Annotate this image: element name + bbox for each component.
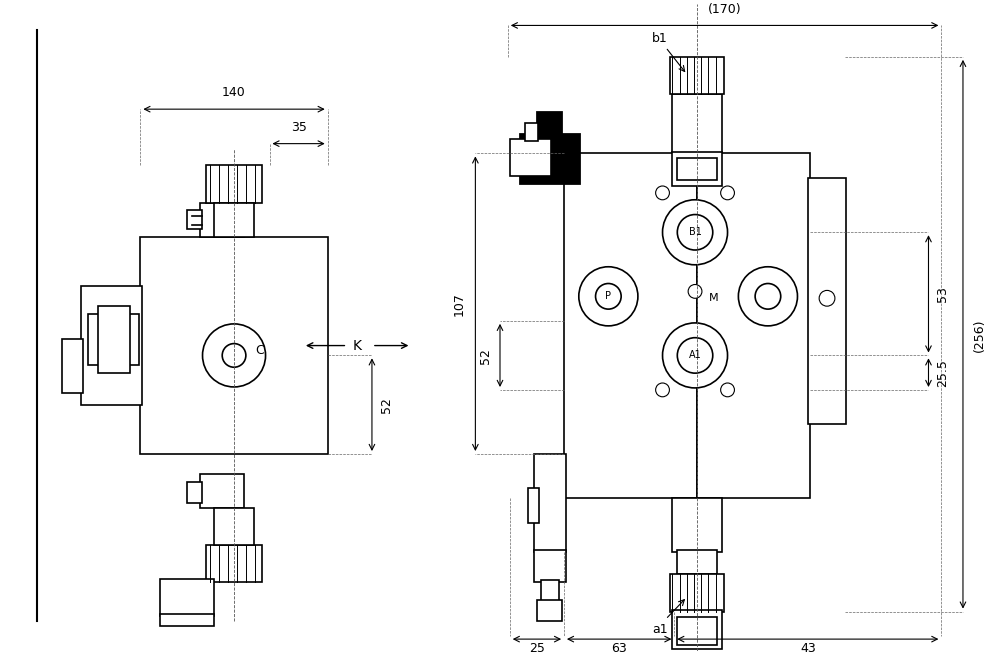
Bar (187, 210, 202, 229)
Text: (170): (170) (708, 3, 741, 16)
Bar (81, 286, 142, 405)
Bar (140, 237, 328, 454)
Bar (534, 551, 566, 582)
Text: 35: 35 (291, 121, 307, 134)
Bar (670, 574, 724, 612)
Text: K: K (352, 338, 361, 353)
Circle shape (738, 267, 797, 326)
Bar (200, 203, 244, 237)
Bar (62, 338, 83, 393)
Bar (672, 498, 722, 553)
Text: 25.5: 25.5 (936, 359, 949, 387)
Bar (214, 508, 254, 545)
Bar (677, 158, 717, 180)
Bar (206, 166, 262, 203)
Circle shape (596, 284, 621, 309)
Circle shape (656, 383, 669, 397)
Bar (697, 154, 810, 498)
Bar (677, 618, 717, 645)
Bar (541, 580, 559, 602)
Text: 43: 43 (800, 642, 816, 655)
Bar (98, 306, 130, 373)
Bar (672, 95, 722, 154)
Text: 53: 53 (936, 286, 949, 302)
Text: 25: 25 (529, 642, 545, 655)
Text: M: M (709, 293, 718, 304)
Text: (256): (256) (973, 319, 986, 352)
Text: a1: a1 (652, 623, 667, 637)
Bar (564, 154, 697, 498)
Bar (677, 551, 717, 574)
Bar (537, 112, 561, 134)
Text: 63: 63 (611, 642, 627, 655)
Text: P: P (605, 291, 611, 302)
Bar (525, 123, 538, 141)
Text: 140: 140 (222, 86, 246, 99)
Circle shape (677, 338, 713, 373)
Text: A1: A1 (689, 350, 701, 361)
Circle shape (663, 323, 728, 388)
Bar (88, 314, 139, 365)
Bar (510, 139, 551, 176)
Bar (520, 134, 579, 183)
Circle shape (663, 200, 728, 265)
Circle shape (579, 267, 638, 326)
Bar (187, 482, 202, 503)
Circle shape (688, 284, 702, 298)
Bar (808, 178, 846, 424)
Bar (672, 152, 722, 186)
Circle shape (721, 186, 734, 200)
Circle shape (721, 383, 734, 397)
Bar (534, 454, 566, 553)
Text: 52: 52 (380, 397, 393, 413)
Bar (200, 474, 244, 508)
Text: b1: b1 (652, 32, 667, 45)
Circle shape (755, 284, 781, 309)
Text: 52: 52 (479, 348, 492, 365)
Bar (672, 610, 722, 649)
Bar (528, 488, 539, 523)
Bar (537, 600, 562, 622)
Bar (206, 545, 262, 582)
Text: 107: 107 (453, 292, 466, 316)
Text: B1: B1 (689, 227, 701, 237)
Circle shape (222, 344, 246, 367)
Bar (214, 203, 254, 237)
Circle shape (656, 186, 669, 200)
Bar (160, 614, 214, 626)
Circle shape (819, 290, 835, 306)
Bar (160, 579, 214, 616)
Circle shape (677, 215, 713, 250)
Text: C: C (256, 344, 264, 357)
Bar (670, 57, 724, 95)
Circle shape (203, 324, 266, 387)
